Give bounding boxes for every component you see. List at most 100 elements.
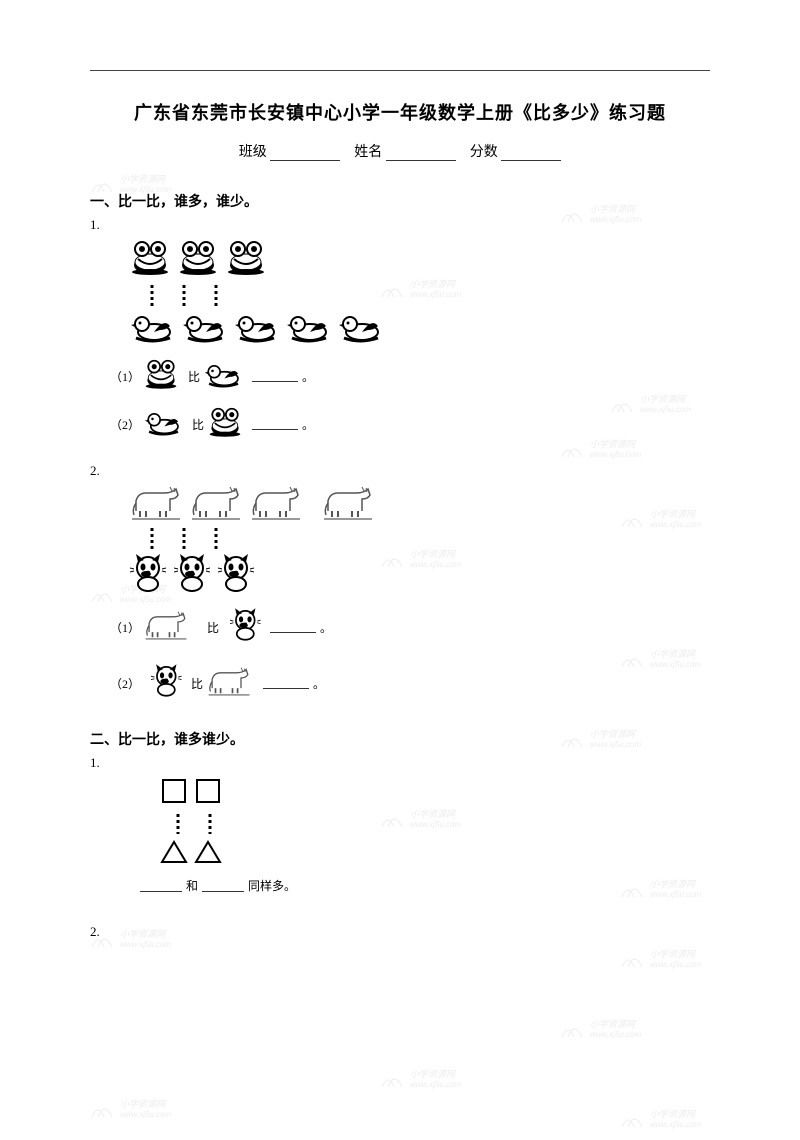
s2-q1-figure xyxy=(160,777,710,871)
horse-icon xyxy=(207,666,251,697)
triangle-icon xyxy=(194,838,222,866)
link-line xyxy=(166,810,190,838)
link-line xyxy=(204,526,228,554)
cat-icon xyxy=(218,554,254,594)
score-label: 分数 xyxy=(470,145,498,160)
square-icon xyxy=(160,777,188,805)
cat-icon xyxy=(151,664,182,698)
cat-icon xyxy=(174,554,210,594)
duck-icon xyxy=(286,310,330,344)
inline-icon xyxy=(144,610,188,644)
duck-icon xyxy=(204,360,241,389)
s1-q2-sub1: （1） 比 。 xyxy=(110,605,710,649)
section2-heading: 二、比一比，谁多谁少。 xyxy=(90,729,710,749)
dotted-line-icon xyxy=(206,812,214,836)
figure-item xyxy=(160,777,188,810)
answer-tail: 同样多。 xyxy=(248,877,296,894)
duck-icon xyxy=(182,310,226,344)
watermark: 小学资源网www.xj5u.com xyxy=(620,1100,740,1140)
horse-icon xyxy=(322,485,374,521)
sub-label: （2） xyxy=(110,675,140,692)
answer-blank xyxy=(140,880,182,892)
frog-icon xyxy=(144,358,178,390)
watermark: 小学资源网www.xj5u.com xyxy=(90,1090,210,1130)
sub-label: （1） xyxy=(110,619,140,636)
s1-q1-figure xyxy=(130,239,710,349)
answer-blank xyxy=(202,880,244,892)
answer-blank xyxy=(252,418,298,430)
horse-icon xyxy=(144,610,188,641)
triangle-icon xyxy=(160,838,188,866)
inline-icon xyxy=(151,664,182,701)
s2-q2-num: 2. xyxy=(90,924,710,940)
link-line xyxy=(172,282,196,310)
frog-icon xyxy=(226,239,266,277)
s1-q2-num: 2. xyxy=(90,463,710,479)
link-line xyxy=(172,526,196,554)
figure-item xyxy=(194,777,222,810)
top-rule xyxy=(90,70,710,71)
figure-item xyxy=(234,310,278,349)
answer-blank xyxy=(252,370,298,382)
compare-word: 比 xyxy=(207,619,219,636)
figure-item xyxy=(322,485,374,526)
square-icon xyxy=(194,777,222,805)
name-label: 姓名 xyxy=(354,145,382,160)
figure-item xyxy=(174,554,210,599)
duck-icon xyxy=(338,310,382,344)
watermark: 小学资源网www.xj5u.com xyxy=(560,1010,680,1050)
figure-item xyxy=(160,838,188,871)
dotted-line-icon xyxy=(180,526,188,554)
figure-item xyxy=(226,239,266,282)
dotted-line-icon xyxy=(148,283,156,309)
figure-item xyxy=(250,485,302,526)
compare-word: 比 xyxy=(188,368,200,385)
sub-label: （1） xyxy=(110,368,140,385)
link-line xyxy=(140,526,164,554)
horse-icon xyxy=(250,485,302,521)
period: 。 xyxy=(320,619,332,636)
horse-icon xyxy=(190,485,242,521)
duck-icon xyxy=(144,408,181,437)
score-blank xyxy=(501,147,561,161)
frog-icon xyxy=(130,239,170,277)
duck-icon xyxy=(130,310,174,344)
answer-blank xyxy=(270,621,316,633)
inline-icon xyxy=(144,408,181,440)
figure-item xyxy=(218,554,254,599)
figure-item xyxy=(190,485,242,526)
period: 。 xyxy=(302,368,314,385)
s2-q1-num: 1. xyxy=(90,755,710,771)
figure-item xyxy=(130,554,166,599)
s2-q1-answer: 和 同样多。 xyxy=(140,877,710,894)
figure-item xyxy=(194,838,222,871)
dotted-line-icon xyxy=(212,526,220,554)
dotted-line-icon xyxy=(212,283,220,309)
figure-item xyxy=(178,239,218,282)
figure-item xyxy=(130,239,170,282)
inline-icon xyxy=(230,608,261,645)
frog-icon xyxy=(208,406,242,438)
period: 。 xyxy=(313,675,325,692)
s1-q1-sub1: （1） 比 。 xyxy=(110,355,710,397)
figure-item xyxy=(130,310,174,349)
page-title: 广东省东莞市长安镇中心小学一年级数学上册《比多少》练习题 xyxy=(90,99,710,125)
figure-item xyxy=(286,310,330,349)
cat-icon xyxy=(130,554,166,594)
and-word: 和 xyxy=(186,877,198,894)
inline-icon xyxy=(208,406,242,442)
link-line xyxy=(198,810,222,838)
info-line: 班级 姓名 分数 xyxy=(90,141,710,161)
compare-word: 比 xyxy=(192,416,204,433)
watermark: 小学资源网www.xj5u.com xyxy=(380,1060,500,1100)
dotted-line-icon xyxy=(180,283,188,309)
period: 。 xyxy=(302,416,314,433)
figure-item xyxy=(338,310,382,349)
name-blank xyxy=(386,147,456,161)
figure-item xyxy=(130,485,182,526)
s1-q1-num: 1. xyxy=(90,217,710,233)
inline-icon xyxy=(204,360,241,392)
section1-heading: 一、比一比，谁多，谁少。 xyxy=(90,191,710,211)
inline-icon xyxy=(144,358,178,394)
s1-q2-sub2: （2） 比 。 xyxy=(110,661,710,705)
